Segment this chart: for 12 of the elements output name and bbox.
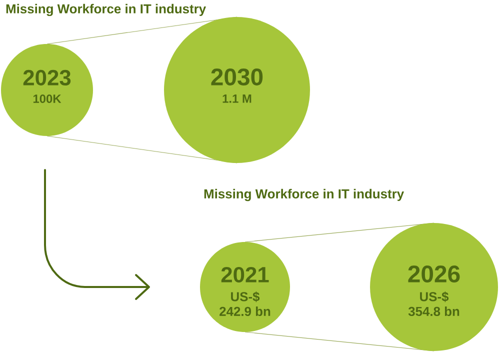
category-label: 2026 (408, 266, 460, 282)
data-label: 354.8 bn (408, 306, 460, 316)
category-label: 2021 (221, 266, 269, 282)
category-label: 2023 (23, 70, 71, 86)
data-label: 100K (33, 94, 62, 103)
text: US-$ (231, 292, 260, 302)
data-label: 242.9 bn (220, 306, 270, 316)
text: Missing Workforce in IT industry (204, 188, 404, 202)
category-label: 2030 (211, 68, 263, 86)
text: Missing Workforce in IT industry (6, 4, 206, 16)
data-label: 1.1 M (222, 94, 252, 103)
text: US-$ (420, 292, 449, 302)
